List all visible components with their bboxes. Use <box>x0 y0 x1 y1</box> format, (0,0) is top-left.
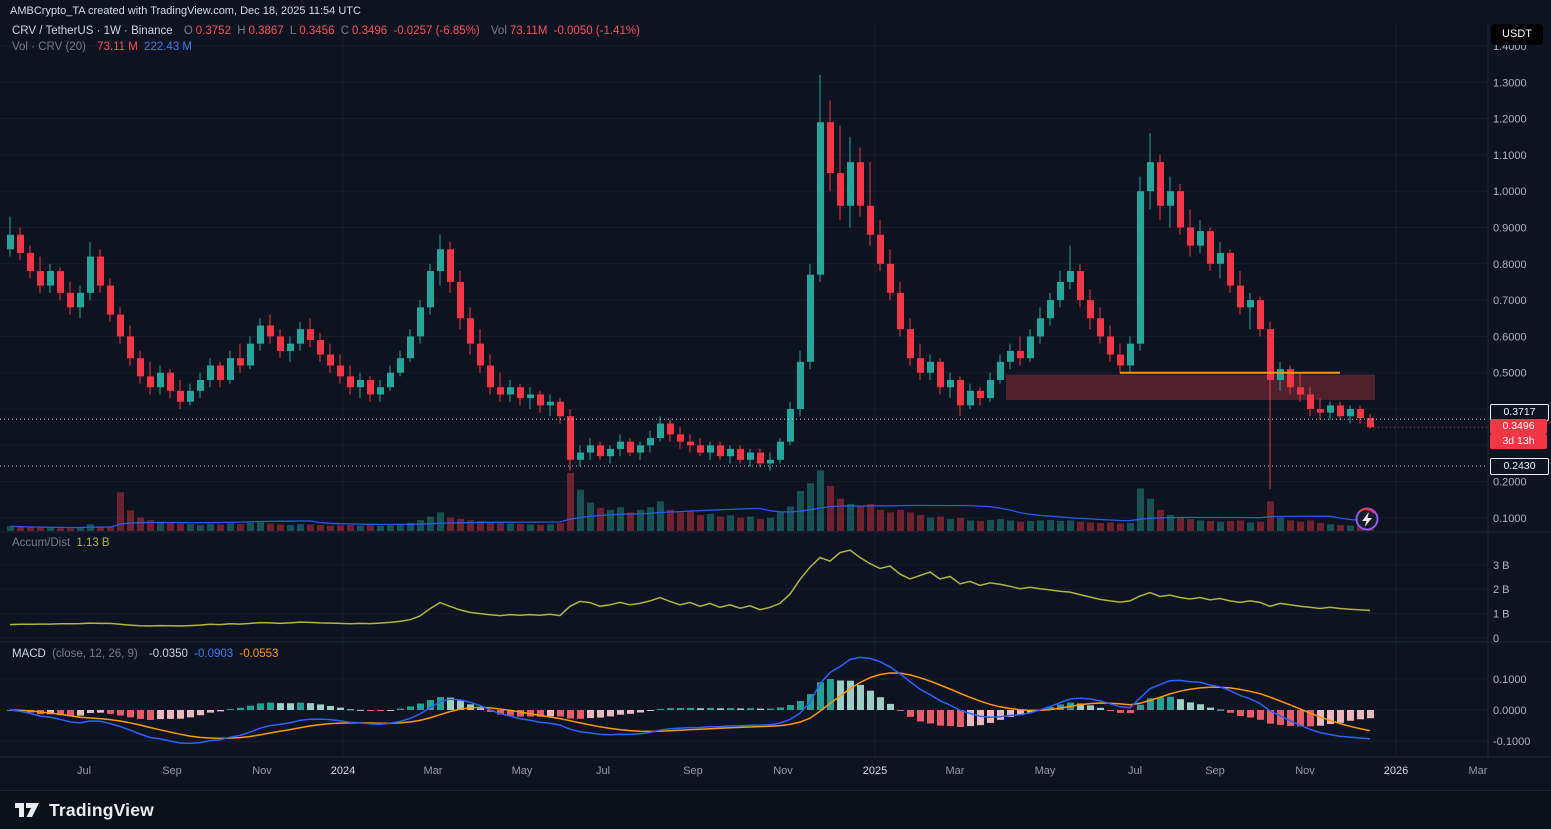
svg-text:May: May <box>1035 765 1056 777</box>
svg-text:0: 0 <box>1493 633 1499 645</box>
svg-text:Sep: Sep <box>162 765 182 777</box>
volume-change: -0.0050 (-1.41%) <box>553 25 640 37</box>
svg-text:Jul: Jul <box>596 765 610 777</box>
accum-dist-value: 1.13 B <box>76 537 110 549</box>
svg-text:Mar: Mar <box>1469 765 1488 777</box>
macd-legend[interactable]: MACD (close, 12, 26, 9) -0.0350 -0.0903 … <box>12 648 281 660</box>
svg-text:0.1000: 0.1000 <box>1493 513 1527 525</box>
macd-params: (close, 12, 26, 9) <box>52 648 138 660</box>
chart-area[interactable]: 1.4000 1.3000 1.2000 1.1000 1.0000 0.9000 0.80… <box>0 0 1551 795</box>
volume-value: 73.11M <box>509 25 548 37</box>
change-value: -0.0257 (-6.85%) <box>393 25 480 37</box>
svg-text:0.6000: 0.6000 <box>1493 331 1527 343</box>
open-value: 0.3752 <box>195 25 231 37</box>
svg-text:1 B: 1 B <box>1493 609 1510 621</box>
high-label: H <box>237 25 246 37</box>
volume-indicator-legend[interactable]: Vol · CRV (20) 73.11 M 222.43 M <box>12 41 195 53</box>
svg-text:1.0000: 1.0000 <box>1493 186 1527 198</box>
svg-text:Jul: Jul <box>1128 765 1142 777</box>
price-line-label: 0.2430 <box>1490 458 1549 475</box>
low-label: L <box>289 25 297 37</box>
high-value: 0.3867 <box>248 25 284 37</box>
tradingview-logo-icon[interactable] <box>14 799 40 821</box>
symbol-title: CRV / TetherUS · 1W · Binance <box>12 25 173 37</box>
macd-line-value: -0.0903 <box>194 648 234 660</box>
price-line-label: 0.3717 <box>1490 404 1549 421</box>
svg-text:May: May <box>512 765 533 777</box>
price-line-label: 3d 13h <box>1490 434 1547 449</box>
accum-dist-legend[interactable]: Accum/Dist 1.13 B <box>12 537 113 549</box>
volume-current: 73.11 M <box>97 41 138 53</box>
svg-text:-0.1000: -0.1000 <box>1493 736 1530 748</box>
footer-bar: TradingView <box>0 790 1551 829</box>
close-value: 0.3496 <box>352 25 388 37</box>
svg-text:Nov: Nov <box>1295 765 1315 777</box>
chart-canvas[interactable]: 1.40001.30001.20001.10001.00000.90000.80… <box>0 0 1551 790</box>
svg-text:2026: 2026 <box>1384 765 1408 777</box>
svg-text:1.2000: 1.2000 <box>1493 114 1527 126</box>
macd-signal-value: -0.0553 <box>239 648 279 660</box>
svg-text:Sep: Sep <box>683 765 703 777</box>
macd-hist-value: -0.0350 <box>148 648 188 660</box>
volume-label: Vol <box>490 25 507 37</box>
svg-text:2 B: 2 B <box>1493 584 1510 596</box>
svg-text:1.3000: 1.3000 <box>1493 77 1527 89</box>
svg-text:0.2000: 0.2000 <box>1493 477 1527 489</box>
macd-title: MACD <box>12 648 46 660</box>
attribution-bar: AMBCrypto_TA created with TradingView.co… <box>0 0 1551 22</box>
price-line-label: 0.3496 <box>1490 419 1547 434</box>
svg-text:0.0000: 0.0000 <box>1493 705 1527 717</box>
attribution-text: AMBCrypto_TA created with TradingView.co… <box>10 5 361 17</box>
flash-icon[interactable] <box>1355 507 1379 531</box>
svg-text:1.1000: 1.1000 <box>1493 150 1527 162</box>
svg-text:Jul: Jul <box>77 765 91 777</box>
svg-text:0.9000: 0.9000 <box>1493 223 1527 235</box>
svg-text:Mar: Mar <box>424 765 443 777</box>
close-label: C <box>340 25 349 37</box>
accum-dist-title: Accum/Dist <box>12 537 71 549</box>
tradingview-wordmark[interactable]: TradingView <box>49 799 154 820</box>
svg-text:0.7000: 0.7000 <box>1493 295 1527 307</box>
svg-text:2024: 2024 <box>331 765 355 777</box>
svg-text:3 B: 3 B <box>1493 560 1510 572</box>
svg-text:0.5000: 0.5000 <box>1493 368 1527 380</box>
svg-text:2025: 2025 <box>863 765 887 777</box>
svg-text:0.1000: 0.1000 <box>1493 674 1527 686</box>
volume-ma-title: Vol · CRV (20) <box>12 41 86 53</box>
low-value: 0.3456 <box>299 25 335 37</box>
svg-text:Sep: Sep <box>1205 765 1225 777</box>
svg-text:Nov: Nov <box>252 765 272 777</box>
open-label: O <box>183 25 193 37</box>
svg-text:Nov: Nov <box>773 765 793 777</box>
volume-ma-value: 222.43 M <box>144 41 192 53</box>
currency-toggle-button[interactable]: USDT <box>1491 24 1543 45</box>
svg-text:Mar: Mar <box>946 765 965 777</box>
svg-text:0.8000: 0.8000 <box>1493 259 1527 271</box>
